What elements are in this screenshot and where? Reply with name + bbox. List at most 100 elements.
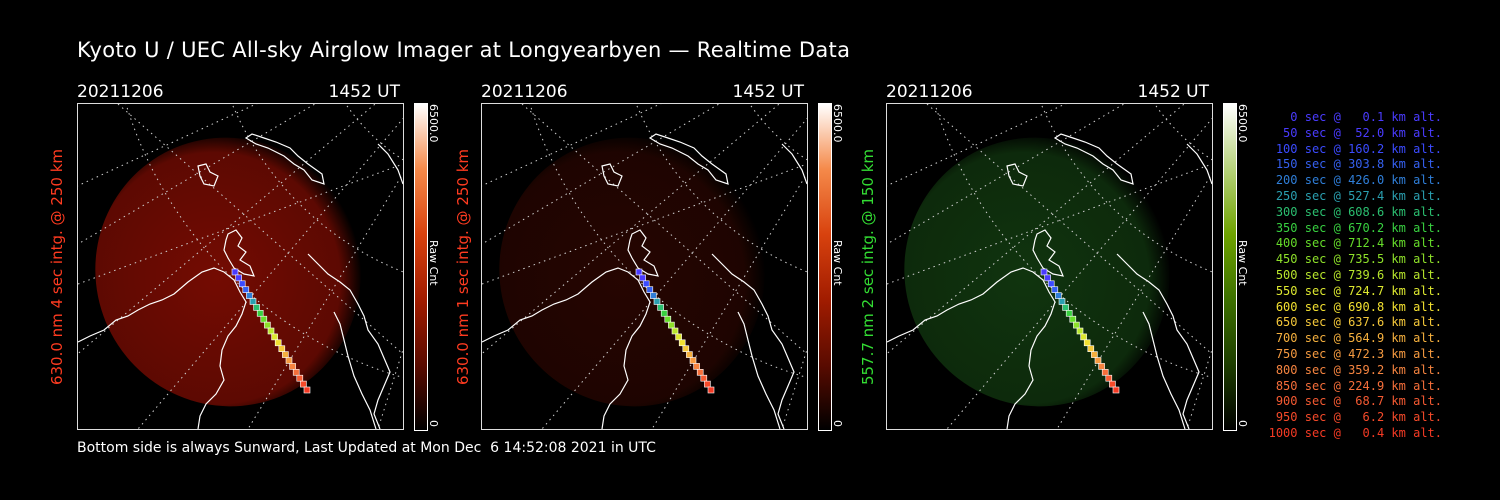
trajectory-marker [660, 310, 668, 317]
trajectory-marker [274, 339, 282, 347]
trajectory-legend-row: 900 sec @ 68.7 km alt. [1275, 394, 1442, 409]
trajectory-marker [1062, 304, 1069, 311]
airglow-image [95, 137, 361, 407]
panel-1-colorbar-min: 0 [427, 420, 440, 427]
trajectory-marker [696, 368, 704, 376]
trajectory-marker [1076, 327, 1084, 335]
longitude-line [1186, 347, 1212, 429]
trajectory-marker [260, 315, 268, 323]
panel-3-colorbar-unit: Raw Cnt [1236, 240, 1249, 286]
trajectory-legend-row: 1000 sec @ 0.4 km alt. [1268, 426, 1442, 440]
trajectory-marker [285, 357, 293, 364]
trajectory-marker [1091, 351, 1098, 358]
page-title: Kyoto U / UEC All-sky Airglow Imager at … [77, 38, 851, 62]
trajectory-marker [671, 327, 679, 335]
trajectory-marker [646, 286, 654, 293]
coastline [197, 163, 219, 187]
trajectory-marker [1112, 386, 1120, 394]
trajectory-legend-row: 550 sec @ 724.7 km alt. [1275, 283, 1442, 298]
trajectory-marker [689, 357, 697, 364]
coastline [648, 133, 729, 185]
trajectory-marker [292, 368, 300, 376]
trajectory-legend-row: 250 sec @ 527.4 km alt. [1275, 189, 1442, 203]
panel-1-wavelength-label: 630.0 nm 4 sec intg. @ 250 km [48, 148, 66, 386]
coastline [887, 267, 1056, 429]
trajectory-marker [246, 292, 253, 299]
trajectory-marker [1080, 333, 1087, 341]
coastline [781, 143, 807, 185]
longitude-line [482, 104, 662, 187]
trajectory-legend-row: 0 sec @ 0.1 km alt. [1290, 110, 1442, 124]
trajectory-marker [1058, 298, 1066, 305]
coastline [1142, 311, 1186, 429]
trajectory-marker [264, 321, 271, 329]
trajectory-marker [653, 298, 661, 305]
coastline [1116, 253, 1200, 429]
trajectory-legend-row: 200 sec @ 426.0 km alt. [1275, 173, 1442, 188]
trajectory-marker [686, 351, 693, 358]
trajectory-legend-row: 850 sec @ 224.9 km alt. [1275, 378, 1442, 393]
trajectory-marker [1047, 280, 1055, 288]
trajectory-marker [1065, 310, 1073, 317]
coastline [1053, 133, 1134, 185]
longitude-line [887, 104, 1067, 187]
trajectory-legend-row: 150 sec @ 303.8 km alt. [1275, 157, 1442, 172]
trajectory-marker [267, 327, 275, 335]
trajectory-marker [282, 351, 289, 358]
panel-3-wavelength-label: 557.7 nm 2 sec intg. @ 150 km [859, 148, 877, 386]
trajectory-marker [635, 268, 643, 276]
panel-2-colorbar-max: 6500.0 [831, 104, 844, 143]
trajectory-legend-row: 400 sec @ 712.4 km alt. [1275, 236, 1442, 251]
trajectory-marker [693, 363, 700, 370]
longitude-line [377, 347, 403, 429]
trajectory-marker [235, 274, 242, 282]
trajectory-legend-row: 800 sec @ 359.2 km alt. [1275, 362, 1442, 377]
longitude-line [946, 117, 1212, 429]
trajectory-marker [238, 280, 246, 288]
trajectory-marker [278, 345, 286, 352]
trajectory-marker [639, 274, 646, 282]
coastline [1006, 163, 1028, 187]
longitude-line [781, 347, 807, 429]
panel-3-colorbar-max: 6500.0 [1236, 104, 1249, 143]
panel-3-time: 1452 UT [1137, 82, 1210, 102]
coastline [223, 229, 255, 277]
trajectory-marker [678, 339, 686, 347]
trajectory-marker [1073, 321, 1080, 329]
trajectory-marker [271, 333, 278, 341]
trajectory-legend-row: 350 sec @ 670.2 km alt. [1275, 220, 1442, 235]
trajectory-marker [1109, 380, 1116, 388]
panel-1-colorbar-unit: Raw Cnt [427, 240, 440, 286]
coastline [601, 163, 623, 187]
trajectory-legend-row: 750 sec @ 472.3 km alt. [1275, 347, 1442, 361]
airglow-image [499, 137, 765, 407]
coastline [333, 311, 377, 429]
coastline [482, 267, 651, 429]
trajectory-marker [650, 292, 657, 299]
panel-2-wavelength-label: 630.0 nm 1 sec intg. @ 250 km [454, 148, 472, 386]
coastline [711, 253, 795, 429]
trajectory-legend-row: 50 sec @ 52.0 km alt. [1283, 125, 1442, 140]
coastline [1032, 229, 1064, 277]
trajectory-marker [1044, 274, 1051, 282]
trajectory-legend-row: 500 sec @ 739.6 km alt. [1275, 268, 1442, 282]
trajectory-marker [682, 345, 690, 352]
trajectory-marker [300, 380, 307, 388]
longitude-line [541, 117, 807, 429]
panel-2-date: 20211206 [481, 82, 568, 102]
trajectory-marker [1094, 357, 1102, 364]
airglow-image [904, 137, 1170, 407]
panel-3-map-svg [887, 104, 1212, 429]
trajectory-marker [242, 286, 250, 293]
trajectory-marker [642, 280, 650, 288]
trajectory-legend-row: 300 sec @ 608.6 km alt. [1275, 204, 1442, 219]
trajectory-marker [296, 374, 304, 382]
panel-2-colorbar-min: 0 [831, 420, 844, 427]
coastline [1186, 143, 1212, 185]
coastline [78, 267, 247, 429]
panel-3-date: 20211206 [886, 82, 973, 102]
trajectory-legend-row: 700 sec @ 564.9 km alt. [1275, 331, 1442, 346]
panel-2-allsky-image [481, 103, 808, 430]
trajectory-marker [289, 363, 296, 370]
panel-3-colorbar-min: 0 [1236, 420, 1249, 427]
